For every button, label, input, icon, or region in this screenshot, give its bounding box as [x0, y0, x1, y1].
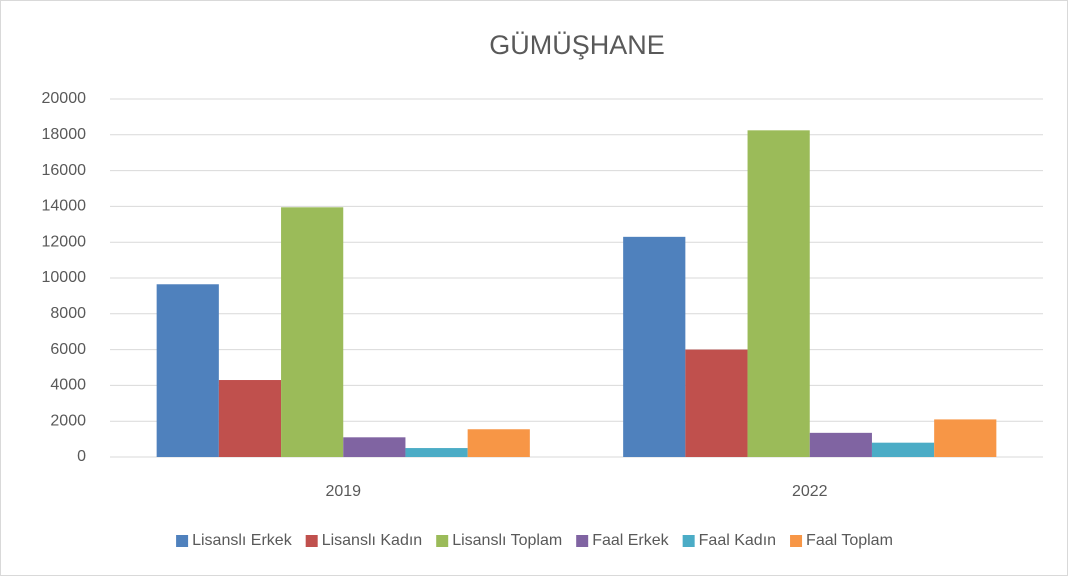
legend-swatch [682, 535, 695, 547]
bar [809, 432, 872, 457]
bar [685, 349, 748, 457]
legend-swatch [436, 535, 449, 547]
y-tick-label: 16000 [42, 162, 87, 179]
chart-title: GÜMÜŞHANE [489, 30, 665, 60]
x-tick-label: 2022 [792, 483, 828, 500]
legend-label: Lisanslı Erkek [192, 532, 293, 549]
bar [218, 380, 282, 457]
legend-label: Faal Kadın [699, 532, 776, 549]
bar [623, 236, 686, 457]
y-tick-label: 6000 [50, 341, 86, 358]
legend-swatch [176, 535, 189, 547]
y-tick-label: 20000 [42, 90, 87, 107]
y-tick-label: 14000 [42, 198, 87, 215]
legend-label: Lisanslı Toplam [452, 532, 562, 549]
y-tick-label: 2000 [50, 412, 86, 429]
legend-label: Lisanslı Kadın [322, 532, 423, 549]
y-tick-label: 4000 [50, 377, 86, 394]
y-tick-label: 18000 [42, 126, 87, 143]
y-tick-label: 0 [77, 448, 86, 465]
y-tick-label: 8000 [50, 305, 86, 322]
legend-swatch [305, 535, 318, 547]
bar [156, 284, 219, 457]
bar [281, 207, 344, 457]
bar [467, 429, 530, 457]
legend-label: Faal Toplam [806, 532, 893, 549]
bar [871, 442, 935, 457]
x-tick-label: 2019 [325, 483, 361, 500]
bar [934, 419, 997, 457]
y-tick-label: 12000 [42, 233, 87, 250]
legend-swatch [790, 535, 803, 547]
bar [405, 448, 468, 457]
legend-swatch [576, 535, 589, 547]
y-tick-label: 10000 [42, 269, 87, 286]
legend-label: Faal Erkek [592, 532, 669, 549]
bar [343, 437, 406, 457]
bar [747, 130, 810, 457]
